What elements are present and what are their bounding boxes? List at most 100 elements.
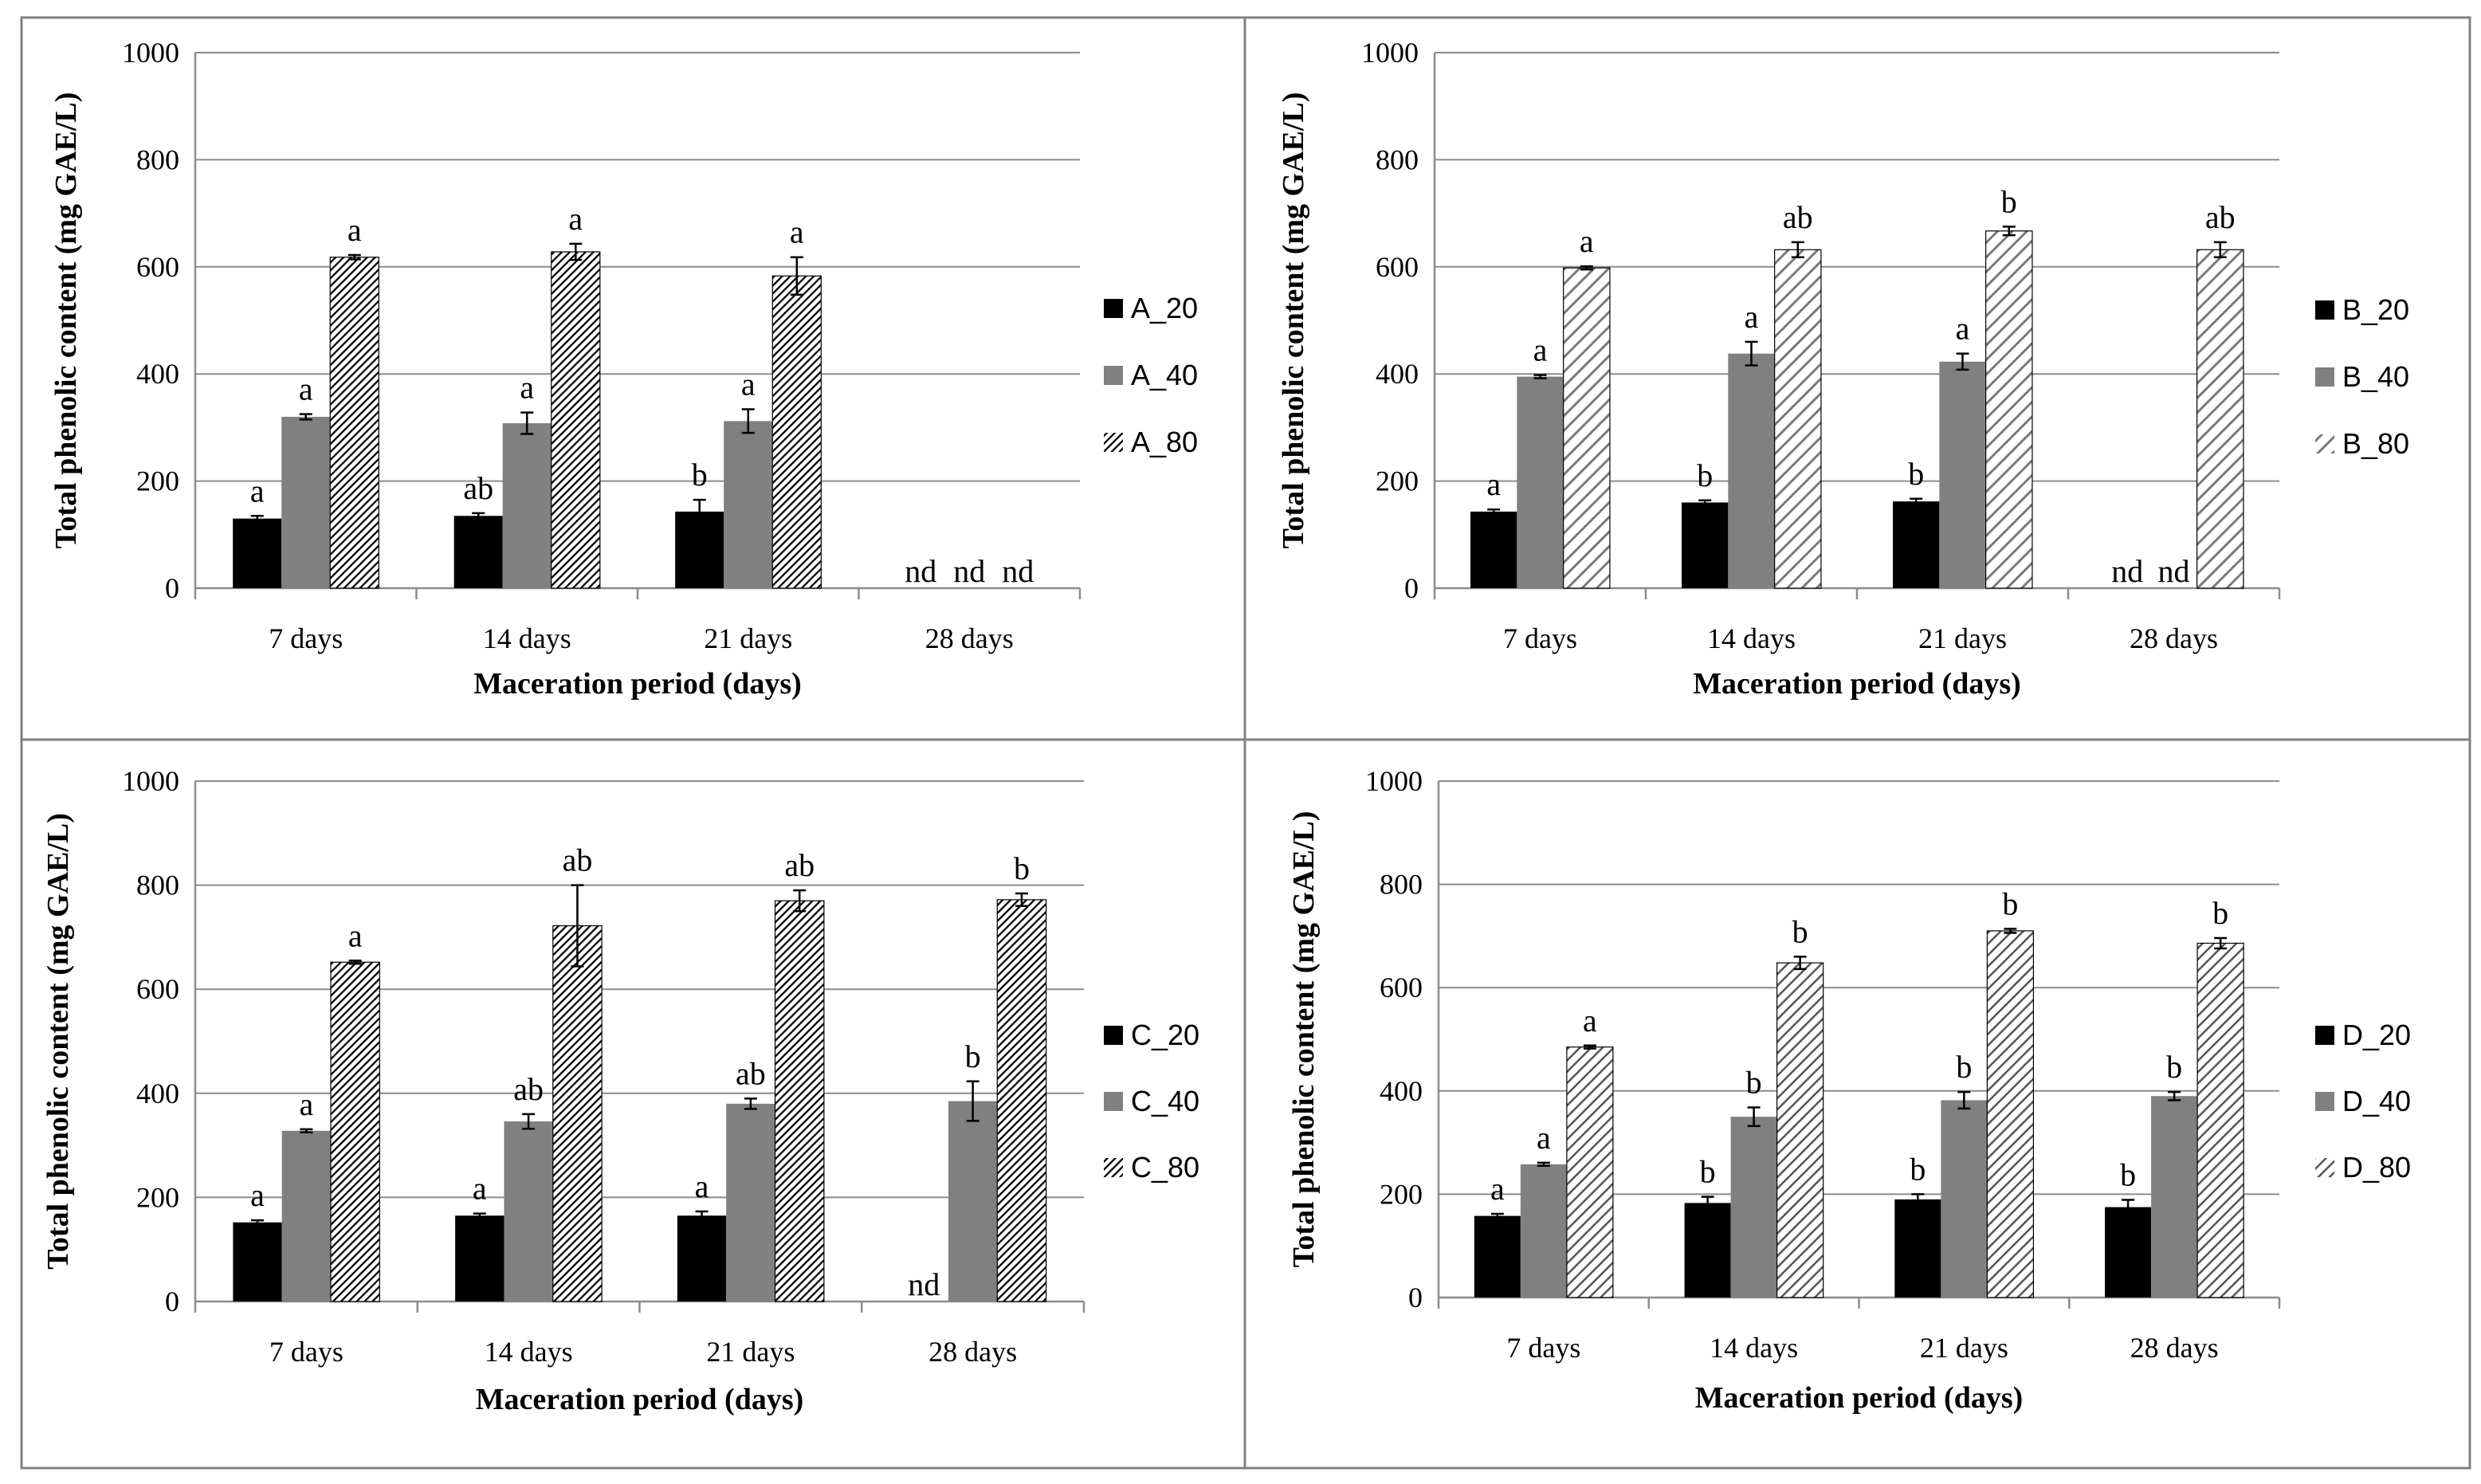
y-tick-label: 400 bbox=[136, 358, 179, 390]
x-tick-label: 28 days bbox=[928, 1336, 1017, 1368]
bar-a_20 bbox=[453, 516, 503, 588]
legend-swatch-b_80 bbox=[2315, 434, 2334, 453]
bar-c_40 bbox=[281, 1130, 332, 1301]
legend-label: B_20 bbox=[2342, 293, 2409, 326]
x-axis-title: Maceration period (days) bbox=[1695, 1381, 2024, 1415]
x-tick-label: 7 days bbox=[269, 1336, 343, 1368]
x-tick-label: 21 days bbox=[1918, 622, 2007, 654]
bar-d_80 bbox=[2196, 942, 2244, 1298]
significance-label: a bbox=[1580, 223, 1594, 259]
legend-swatch-d_40 bbox=[2315, 1092, 2334, 1111]
x-tick-label: 21 days bbox=[1920, 1332, 2008, 1364]
bar-d_80 bbox=[1986, 930, 2035, 1298]
significance-label: ab bbox=[1783, 199, 1813, 235]
significance-label: ab bbox=[2205, 199, 2236, 235]
bar-d_80 bbox=[1776, 962, 1824, 1298]
bar-b_80 bbox=[1774, 249, 1822, 589]
significance-label: a bbox=[695, 1168, 709, 1204]
nd-label: nd bbox=[1002, 553, 1034, 589]
y-tick-label: 200 bbox=[1380, 1178, 1423, 1210]
bar-d_80 bbox=[1566, 1046, 1614, 1298]
bar-c_20 bbox=[455, 1215, 504, 1301]
x-tick-label: 21 days bbox=[704, 622, 792, 654]
legend-swatch-a_40 bbox=[1104, 366, 1123, 385]
legend-label: D_20 bbox=[2342, 1019, 2411, 1051]
significance-label: a bbox=[790, 214, 804, 250]
legend-swatch-a_80 bbox=[1104, 433, 1123, 452]
bar-b_80 bbox=[1563, 267, 1611, 589]
significance-label: a bbox=[1956, 311, 1970, 347]
x-axis-title: Maceration period (days) bbox=[473, 667, 802, 701]
legend-label: C_80 bbox=[1131, 1151, 1199, 1184]
legend-swatch-c_20 bbox=[1104, 1026, 1123, 1045]
bar-b_80 bbox=[1985, 230, 2033, 589]
y-axis-title: Total phenolic content (mg GAE/L) bbox=[41, 813, 75, 1270]
legend-swatch-b_40 bbox=[2315, 367, 2334, 387]
nd-label: nd bbox=[2158, 553, 2190, 589]
bar-d_40 bbox=[1941, 1100, 1988, 1298]
y-tick-label: 400 bbox=[1380, 1075, 1423, 1107]
nd-label: nd bbox=[905, 553, 936, 589]
x-tick-label: 14 days bbox=[1710, 1332, 1798, 1364]
legend-label: B_40 bbox=[2342, 360, 2409, 393]
significance-label: a bbox=[1537, 1120, 1551, 1156]
significance-label: b bbox=[1908, 456, 1924, 492]
y-tick-label: 800 bbox=[136, 870, 179, 901]
y-tick-label: 800 bbox=[1376, 143, 1419, 175]
bar-d_20 bbox=[1894, 1199, 1941, 1298]
significance-label: ab bbox=[784, 847, 815, 883]
y-tick-label: 400 bbox=[1376, 358, 1419, 390]
bar-b_20 bbox=[1470, 511, 1517, 588]
bar-b_40 bbox=[1939, 361, 1986, 588]
significance-label: b bbox=[2002, 885, 2018, 921]
legend-swatch-c_40 bbox=[1104, 1092, 1123, 1111]
x-tick-label: 28 days bbox=[2130, 622, 2218, 654]
x-tick-label: 7 days bbox=[1503, 622, 1577, 654]
y-tick-label: 0 bbox=[165, 1286, 179, 1317]
x-tick-label: 21 days bbox=[706, 1336, 795, 1368]
bar-c_80 bbox=[330, 961, 380, 1302]
y-tick-label: 600 bbox=[136, 973, 179, 1005]
bar-b_40 bbox=[1517, 376, 1564, 588]
significance-label: a bbox=[1490, 1171, 1505, 1207]
x-tick-label: 7 days bbox=[1506, 1332, 1580, 1364]
bar-c_40 bbox=[948, 1101, 998, 1301]
bar-c_80 bbox=[552, 925, 603, 1302]
bar-d_40 bbox=[1730, 1117, 1777, 1298]
y-tick-label: 1000 bbox=[122, 765, 179, 797]
y-tick-label: 0 bbox=[1408, 1282, 1423, 1313]
bar-a_80 bbox=[771, 275, 822, 589]
significance-label: b bbox=[1792, 913, 1808, 949]
significance-label: b bbox=[1697, 457, 1713, 493]
significance-label: b bbox=[2212, 895, 2228, 931]
nd-label: nd bbox=[953, 553, 985, 589]
bar-a_20 bbox=[233, 518, 282, 588]
y-tick-label: 1000 bbox=[1361, 37, 1419, 69]
significance-label: a bbox=[299, 1086, 313, 1122]
bar-c_40 bbox=[726, 1103, 775, 1301]
chart-panel-c: 0 200 400 600 800 1000 a a a 7 days a ab ab 14 days a a… bbox=[41, 765, 1199, 1416]
legend-swatch-b_20 bbox=[2315, 300, 2334, 320]
significance-label: a bbox=[473, 1171, 487, 1207]
significance-label: b bbox=[1700, 1154, 1716, 1190]
bar-d_20 bbox=[2105, 1207, 2152, 1298]
significance-label: a bbox=[568, 201, 583, 237]
y-tick-label: 1000 bbox=[122, 37, 179, 69]
bar-c_40 bbox=[504, 1121, 553, 1301]
y-tick-label: 600 bbox=[1376, 251, 1419, 283]
significance-label: ab bbox=[563, 842, 593, 878]
bar-b_20 bbox=[1893, 501, 1940, 588]
significance-label: ab bbox=[736, 1055, 766, 1091]
bar-d_40 bbox=[2151, 1096, 2198, 1298]
y-axis-title: Total phenolic content (mg GAE/L) bbox=[1287, 811, 1321, 1268]
x-tick-label: 28 days bbox=[2130, 1332, 2219, 1364]
bar-d_40 bbox=[1520, 1164, 1567, 1298]
legend-label: C_40 bbox=[1131, 1085, 1199, 1117]
x-tick-label: 14 days bbox=[1707, 622, 1796, 654]
bar-c_80 bbox=[996, 899, 1047, 1302]
y-tick-label: 200 bbox=[1376, 465, 1419, 497]
legend-swatch-d_20 bbox=[2315, 1026, 2334, 1045]
x-axis-title: Maceration period (days) bbox=[476, 1383, 804, 1416]
